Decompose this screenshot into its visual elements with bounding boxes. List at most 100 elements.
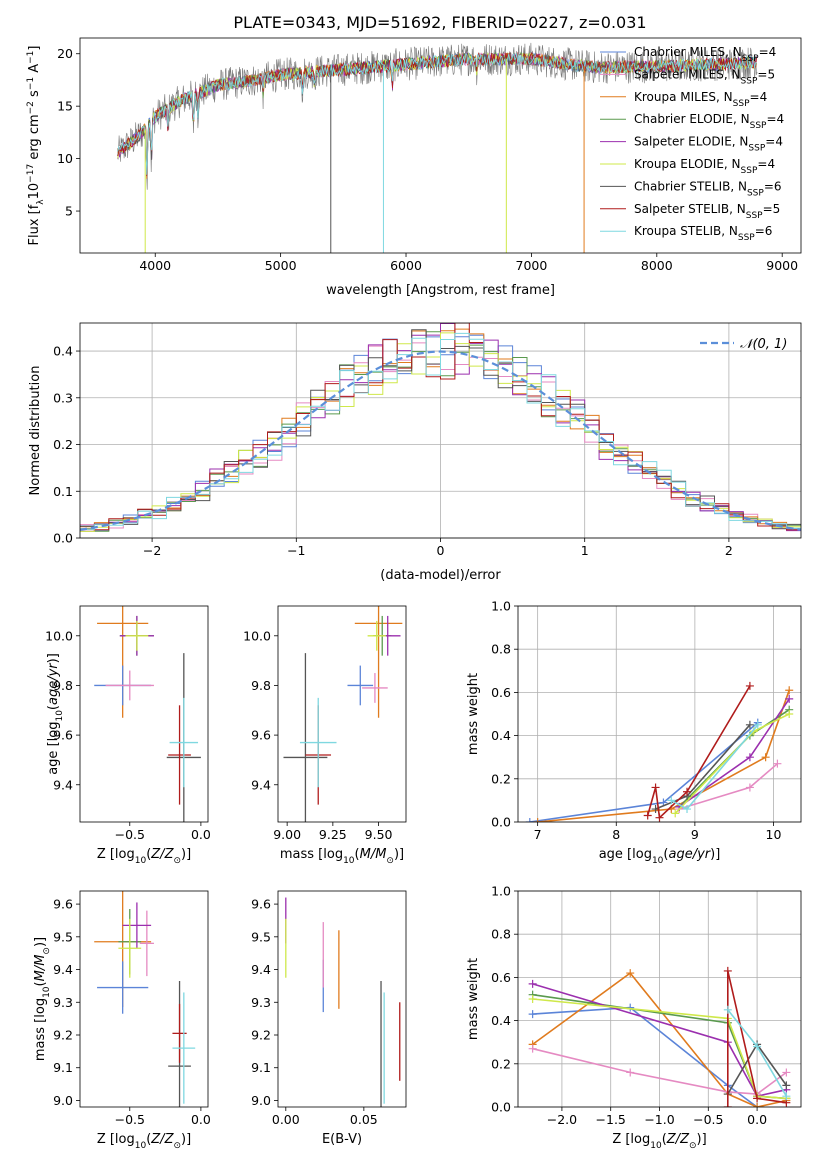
series-line [678,763,778,810]
series-marker [785,710,794,718]
errorbar-point [168,705,191,805]
x-tick-label: −0.5 [693,1112,723,1127]
errorbar-point [97,961,149,1014]
x-tick-label: 7 [534,827,542,842]
x-axis-label-part: ( [146,1132,151,1147]
y-axis-label-part: λ [36,199,46,205]
y-tick-label: 9.2 [251,1028,271,1043]
axes-frame [79,890,209,1108]
y-tick-label: 10 [57,151,73,166]
y-axis-label-part: age/yr [46,662,61,705]
x-axis-label-part: Z [log [612,1132,650,1147]
series-marker [528,979,537,988]
x-axis-label-part: 10 [135,1141,147,1151]
legend-label: Kroupa ELODIE, NSSP=4 [634,157,775,176]
errorbar-point [172,1003,187,1063]
y-tick-label: 9.6 [251,897,271,912]
histogram-step [80,332,801,530]
plot-area-spectrum [117,42,758,253]
residual-legend: 𝒩(0, 1) [700,337,787,352]
series-marker [761,753,770,762]
y-tick-label: 0.2 [491,771,511,786]
x-tick-label: −1.0 [644,1112,674,1127]
errorbar-point [367,620,386,651]
x-tick-label: 6000 [390,258,422,273]
errorbar-point [347,665,374,706]
x-axis-label-part: ( [146,847,151,862]
series-line [727,970,787,1107]
legend-label: Salpeter ELODIE, NSSP=4 [634,135,783,154]
x-tick-label: −1.5 [596,1112,626,1127]
x-tick-label: 8 [612,827,620,842]
y-tick-label: 5 [65,204,73,219]
series-marker [683,805,692,814]
legend-label: Chabrier STELIB, NSSP=6 [634,179,782,198]
y-tick-label: 0.2 [491,1056,511,1071]
series-marker [626,969,635,978]
plot-massweight-vs-Z: −2.0 −1.5 −1.0 −0.5 0.0 0.0 0.2 0.4 0.6 0.8 1.0 Z [… [466,884,802,1151]
x-axis-label-part: )] [697,1132,707,1147]
series-marker [753,1094,762,1103]
legend-label: 𝒩(0, 1) [740,337,787,352]
plot-area-massweight-vs-Z [528,966,791,1107]
y-tick-label: 0.0 [53,531,73,546]
y-axis-label: mass weight [466,958,481,1040]
plot-area-massweight-vs-age [525,681,794,822]
axes-frame [79,37,802,254]
errorbar-point [169,697,199,788]
x-tick-label: 10 [766,827,782,842]
x-axis-label-part: ( [355,847,360,862]
x-tick-label: 0.0 [191,1112,211,1127]
y-axis-label-part: ( [46,705,61,710]
y-tick-label: 9.3 [251,995,271,1010]
y-tick-label: 0.2 [53,437,73,452]
plot-age-vs-mass: 9.00 9.25 9.50 9.4 9.6 9.8 10.0 mass [log10(M/M… [243,605,407,866]
legend-label-part: SSP [748,144,765,154]
y-axis-label-part: M/M [33,955,48,982]
series-line [532,998,787,1100]
series-marker [525,818,534,822]
legend-label: Chabrier MILES, NSSP=4 [634,45,776,64]
x-tick-label: 0 [437,543,445,558]
y-axis-label: Flux [fλ10−17 erg cm−2 s−1 A−1] [26,46,46,246]
series-marker [745,720,754,729]
y-tick-label: 9.6 [53,897,73,912]
series-line [529,721,759,822]
legend-label-part: =6 [755,224,773,238]
y-tick-label: 0.6 [491,970,511,985]
x-axis-label-part: 10 [135,856,147,866]
legend-label-part: =4 [765,135,783,149]
x-axis-label: mass [log10(M/M⊙)] [280,847,404,866]
series-marker [723,1103,732,1107]
legend-label: Chabrier ELODIE, NSSP=4 [634,112,784,131]
series-marker [528,1010,537,1019]
y-axis-label-part: 10 [55,710,65,722]
y-axis-label-part: A [27,64,42,77]
series-marker [528,1044,537,1053]
y-tick-label: 1.0 [491,884,511,899]
x-tick-label: 5000 [265,258,297,273]
y-tick-label: 9.5 [251,929,271,944]
series-line [532,1006,758,1107]
x-axis-label-part: ( [663,847,668,862]
spectrum-model-line [117,52,757,175]
errorbar-point [283,653,328,822]
legend-label-part: SSP [747,188,764,198]
y-axis-label-part: ⊙ [42,947,52,955]
y-axis-label-part: age [log [46,722,61,775]
legend-label-part: Chabrier ELODIE, N [634,112,750,126]
x-axis-label-part: M/M [360,847,387,862]
y-axis-label: mass weight [466,673,481,755]
series-marker [753,720,762,729]
legend-label-part: Chabrier STELIB, N [634,179,747,193]
x-axis-label-part: age [log [599,847,652,862]
x-axis-label-part: age/yr [668,847,711,862]
legend-label-part: Chabrier MILES, N [634,45,742,59]
x-axis-label: Z [log10(Z/Z⊙)] [97,1132,191,1151]
legend-label-part: =4 [750,90,768,104]
y-tick-label: 0.4 [491,728,511,743]
x-axis-label-part: Z/Z [666,1132,690,1147]
x-tick-label: 9.50 [365,827,393,842]
